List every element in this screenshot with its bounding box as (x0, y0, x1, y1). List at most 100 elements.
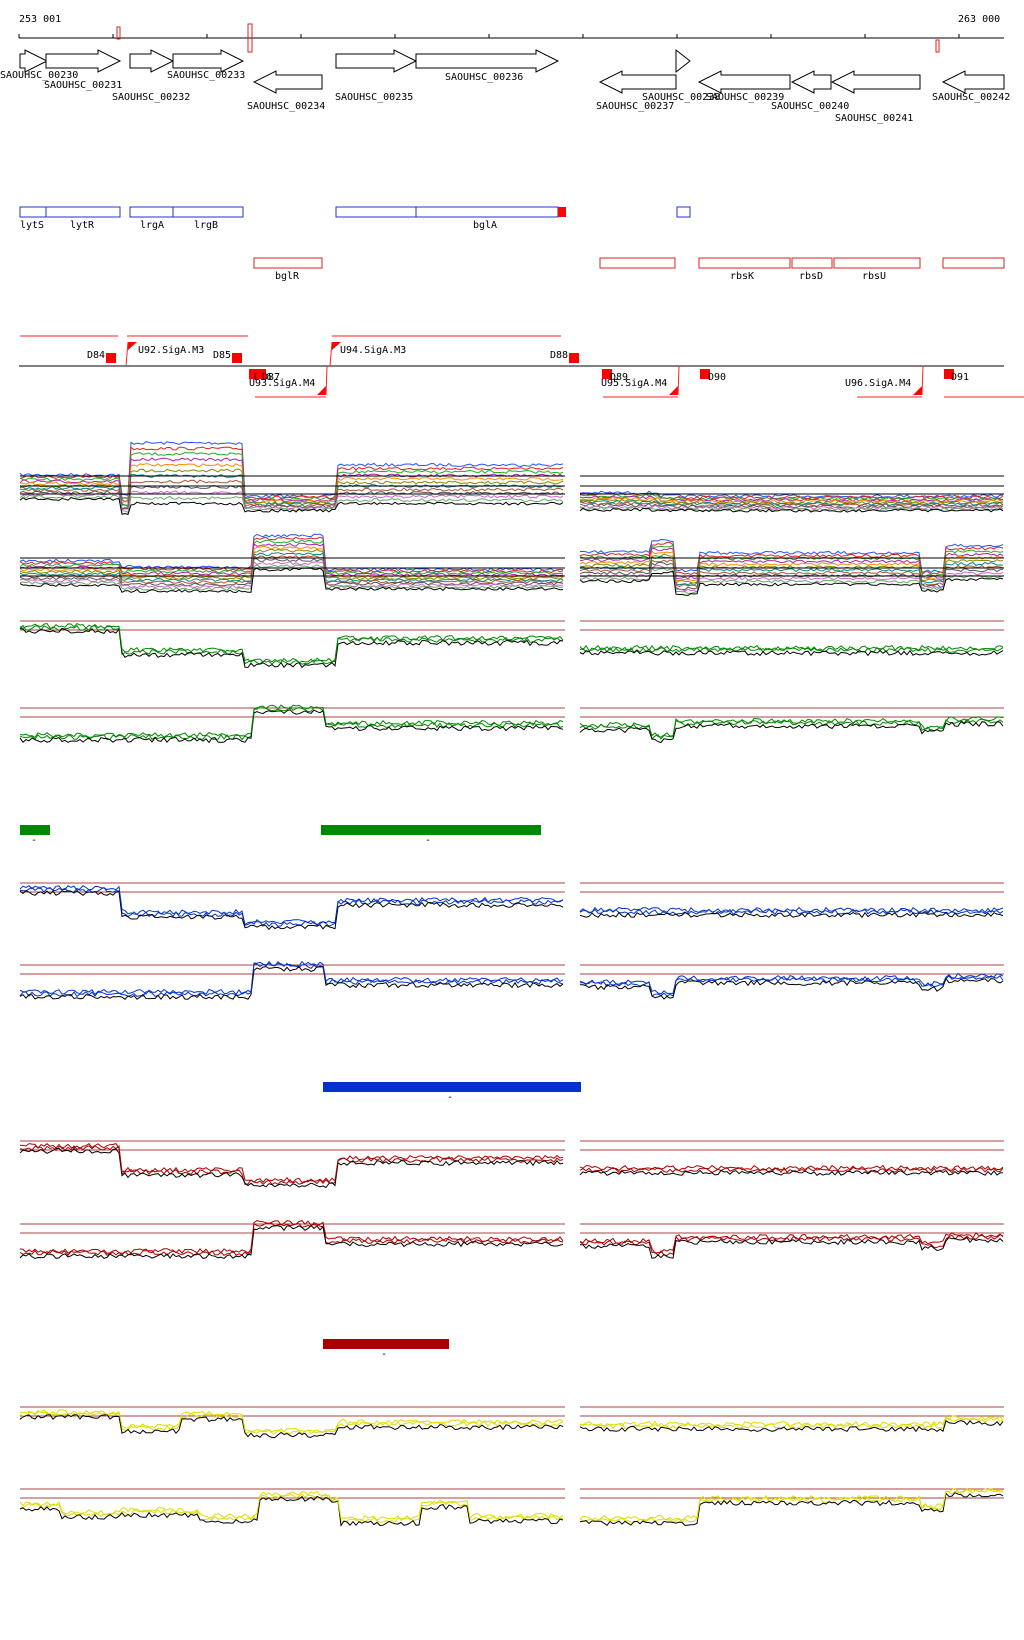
expression-trace (579, 1232, 1004, 1254)
gene-name-box[interactable]: lytS (19, 206, 47, 231)
promoter-label: U92.SigA.M3 (138, 345, 204, 356)
gene-arrow[interactable] (172, 49, 245, 73)
gene-name-label: lytS (20, 220, 44, 231)
gene-arrow[interactable] (19, 49, 49, 73)
gene-saouhsc_00240[interactable]: SAOUHSC_00240 (771, 70, 849, 112)
expression-trace (19, 539, 564, 575)
gene-arrow[interactable] (252, 70, 323, 94)
gene-saouhsc_00230[interactable]: SAOUHSC_00230 (0, 49, 78, 81)
condition-bar[interactable] (321, 825, 541, 835)
expression-trace (579, 495, 1004, 503)
terminator[interactable]: D91 (944, 369, 969, 383)
gene-arrow[interactable] (790, 70, 832, 94)
expression-trace (19, 1409, 564, 1433)
condition-bar[interactable] (20, 825, 50, 835)
gene-saouhsc_00242[interactable]: SAOUHSC_00242 (932, 70, 1010, 103)
terminator[interactable]: D88 (550, 350, 579, 363)
expression-trace (19, 1495, 564, 1527)
gene-saouhsc_00238[interactable]: SAOUHSC_00238 (642, 48, 720, 103)
gene-name-box[interactable]: bglR (253, 257, 323, 282)
gene-arrow[interactable] (830, 70, 921, 94)
gene-saouhsc_00241[interactable]: SAOUHSC_00241 (830, 70, 921, 124)
gene-arrow[interactable] (598, 70, 677, 94)
expression-trace (19, 446, 564, 500)
expression-trace (19, 706, 564, 741)
gene-saouhsc_00235[interactable]: SAOUHSC_00235 (335, 49, 418, 103)
terminator[interactable]: D84 (87, 350, 116, 363)
expression-trace (579, 720, 1004, 744)
terminator-label: D85 (213, 350, 231, 361)
gene-name-box[interactable]: bglA (415, 206, 559, 231)
gene-label: SAOUHSC_00240 (771, 101, 849, 112)
expression-trace (579, 1417, 1004, 1430)
expression-trace (19, 561, 564, 589)
expression-trace (579, 649, 1004, 657)
expression-trace (19, 965, 564, 1001)
gene-saouhsc_00239[interactable]: SAOUHSC_00239 (697, 70, 791, 103)
expression-trace (19, 1414, 564, 1438)
terminator[interactable]: D85 (213, 350, 242, 363)
promoter-top[interactable]: U94.SigA.M3 (329, 341, 406, 367)
promoter-top[interactable]: U92.SigA.M3 (125, 341, 204, 367)
gene-arrow[interactable] (941, 70, 1005, 94)
name-box-outline (599, 257, 676, 269)
gene-arrow[interactable] (335, 49, 418, 73)
gene-name-label: lrgA (140, 220, 164, 231)
gene-name-box[interactable] (599, 257, 676, 269)
gene-arrow[interactable] (415, 49, 560, 73)
gene-name-box[interactable]: lrgA (129, 206, 174, 231)
gene-saouhsc_00233[interactable]: SAOUHSC_00233 (167, 49, 245, 81)
gene-name-box[interactable] (335, 206, 417, 218)
promoter-label: U94.SigA.M3 (340, 345, 406, 356)
gene-saouhsc_00237[interactable]: SAOUHSC_00237 (596, 70, 677, 112)
gene-name-box[interactable] (942, 257, 1005, 269)
expression-trace (579, 550, 1004, 582)
expression-trace (579, 502, 1004, 509)
expression-panel (19, 1487, 1004, 1527)
expression-panel (19, 620, 1004, 669)
terminator-mark (232, 353, 242, 363)
gene-saouhsc_00232[interactable]: SAOUHSC_00232 (112, 49, 190, 103)
gene-saouhsc_00236[interactable]: SAOUHSC_00236 (415, 49, 560, 83)
expression-trace (579, 541, 1004, 576)
promoter-bottom[interactable]: U96.SigA.M4 (845, 365, 924, 396)
gene-arrow[interactable] (675, 48, 691, 74)
gene-arrow[interactable] (129, 49, 175, 73)
expression-trace (579, 908, 1004, 916)
gene-name-box[interactable]: lytR (45, 206, 121, 231)
condition-dash: - (31, 835, 37, 846)
gene-name-box[interactable]: rbsU (833, 257, 921, 282)
gene-name-box[interactable]: rbsD (791, 257, 833, 282)
expression-trace (19, 451, 564, 501)
expression-trace (19, 1220, 564, 1254)
expression-trace (19, 545, 564, 579)
expression-trace (579, 500, 1004, 507)
gene-name-label: lrgB (194, 220, 218, 231)
expression-trace (19, 441, 564, 499)
expression-trace (19, 890, 564, 931)
terminator[interactable]: D87 (256, 369, 280, 383)
promoter-bottom[interactable]: U93.SigA.M4 (249, 365, 328, 396)
gene-arrow[interactable] (697, 70, 791, 94)
expression-trace (579, 507, 1004, 513)
expression-trace (19, 1143, 564, 1184)
condition-bar[interactable] (323, 1082, 581, 1092)
expression-trace (19, 497, 564, 515)
expression-trace (579, 1234, 1004, 1257)
gene-saouhsc_00234[interactable]: SAOUHSC_00234 (247, 70, 325, 112)
gene-name-box[interactable]: rbsK (698, 257, 791, 282)
gene-name-box[interactable] (676, 206, 691, 218)
expression-trace (19, 704, 564, 739)
terminator-mark (569, 353, 579, 363)
gene-saouhsc_00231[interactable]: SAOUHSC_00231 (44, 49, 122, 91)
expression-trace (579, 504, 1004, 511)
terminator-label: D84 (87, 350, 105, 361)
condition-bar[interactable] (323, 1339, 449, 1349)
terminator[interactable]: D90 (700, 369, 726, 383)
name-box-outline (698, 257, 791, 269)
promoter-bottom[interactable]: U95.SigA.M4 (601, 365, 680, 396)
terminator[interactable]: D89 (602, 369, 628, 383)
ruler-markers (116, 23, 940, 53)
gene-name-box[interactable]: lrgB (172, 206, 244, 231)
gene-arrow[interactable] (45, 49, 122, 73)
